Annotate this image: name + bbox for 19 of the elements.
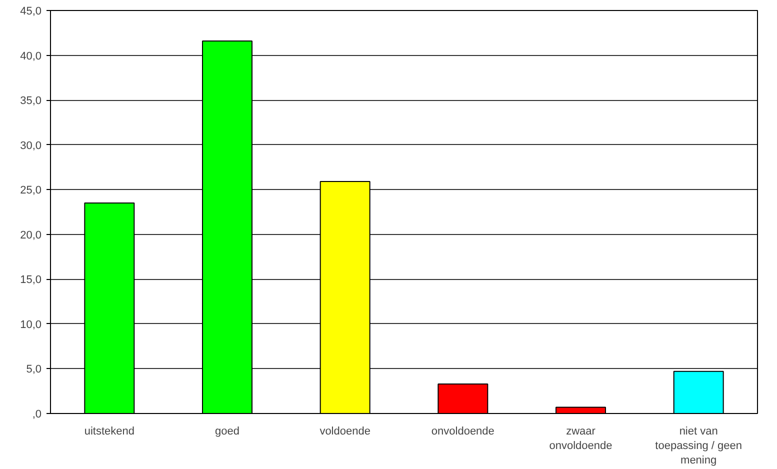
y-tick-label: 15,0 [20, 274, 42, 286]
x-tick-label: onvoldoende [431, 426, 494, 438]
y-tick-label: 5,0 [26, 364, 42, 376]
y-tick-label: 10,0 [20, 318, 42, 331]
x-tick-label: niet van toepassing / geen mening [655, 426, 742, 466]
y-tick-label: 35,0 [20, 95, 42, 108]
x-tick-label: uitstekend [84, 426, 134, 438]
y-tick-label: 40,0 [20, 50, 42, 62]
y-tick-label: 20,0 [20, 229, 42, 242]
x-tick-label: goed [215, 426, 240, 438]
bar [556, 406, 606, 414]
y-tick-label: 30,0 [20, 140, 42, 152]
y-tick-label: ,0 [32, 408, 42, 420]
y-tick-label: 45,0 [20, 6, 42, 18]
x-tick-label: voldoende [320, 426, 370, 438]
bar [673, 370, 724, 414]
y-tick-label: 25,0 [20, 184, 42, 197]
bar [438, 383, 488, 414]
x-tick-label: zwaar onvoldoende [549, 426, 612, 452]
